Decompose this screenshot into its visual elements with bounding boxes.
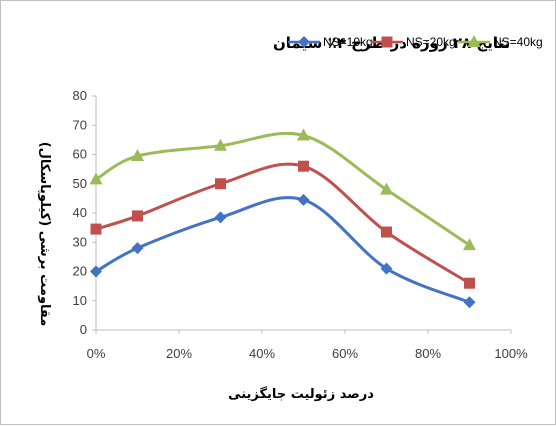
legend-swatch-marker <box>298 36 310 48</box>
data-point <box>464 277 475 289</box>
legend-label: NS=20kg <box>406 35 456 49</box>
chart-legend: NS=10kg NS=20kg NS=40kg <box>288 35 543 49</box>
y-axis-label: مقاومت برشی (کیلوپاسکال) <box>37 142 52 327</box>
data-point <box>132 210 143 222</box>
y-tick-label: 70 <box>73 117 87 132</box>
data-point <box>214 138 227 151</box>
data-point <box>214 211 227 224</box>
series-line <box>95 131 471 247</box>
data-point <box>131 242 144 255</box>
series-ns-20kg <box>90 160 475 289</box>
series-ns-40kg <box>89 128 476 251</box>
chart-plot-area <box>89 128 476 309</box>
data-point <box>90 223 102 235</box>
data-point <box>90 265 102 278</box>
y-tick-label: 80 <box>73 88 87 103</box>
y-tick-label: 20 <box>73 264 87 279</box>
data-point <box>131 148 144 161</box>
data-point <box>297 128 310 141</box>
data-point <box>380 182 393 195</box>
data-point <box>463 296 476 309</box>
x-tick-label: 80% <box>415 346 441 361</box>
legend-swatch-marker <box>381 36 393 48</box>
legend-label: NS=40kg <box>493 35 543 49</box>
legend-label: NS=10kg <box>323 35 373 49</box>
data-point <box>463 238 476 251</box>
data-point <box>380 262 393 275</box>
data-point <box>298 160 309 172</box>
x-tick-label: 100% <box>494 346 528 361</box>
legend-item: NS=10kg <box>288 35 373 49</box>
series-line <box>95 162 471 285</box>
legend-item: NS=20kg <box>371 35 456 49</box>
x-tick-label: 60% <box>332 346 358 361</box>
data-point <box>381 226 392 238</box>
data-point <box>215 178 226 190</box>
legend-swatch-marker <box>467 35 481 47</box>
y-tick-label: 60 <box>73 147 87 162</box>
y-tick-label: 0 <box>80 322 87 337</box>
data-point <box>89 172 103 185</box>
x-tick-label: 0% <box>87 346 106 361</box>
legend-item: NS=40kg <box>458 35 543 49</box>
x-axis-label: درصد زئولیت جایگزینی <box>228 386 374 402</box>
data-point <box>297 193 310 206</box>
x-tick-label: 20% <box>166 346 192 361</box>
chart-axes: 0 10 20 30 40 50 60 70 80 0% 20% 40% 60% 80% 100% <box>73 88 529 361</box>
series-ns-10kg <box>90 193 476 309</box>
y-tick-label: 30 <box>73 234 87 249</box>
y-tick-label: 10 <box>73 293 87 308</box>
y-tick-label: 40 <box>73 205 87 220</box>
x-tick-label: 40% <box>249 346 275 361</box>
y-tick-label: 50 <box>73 176 87 191</box>
